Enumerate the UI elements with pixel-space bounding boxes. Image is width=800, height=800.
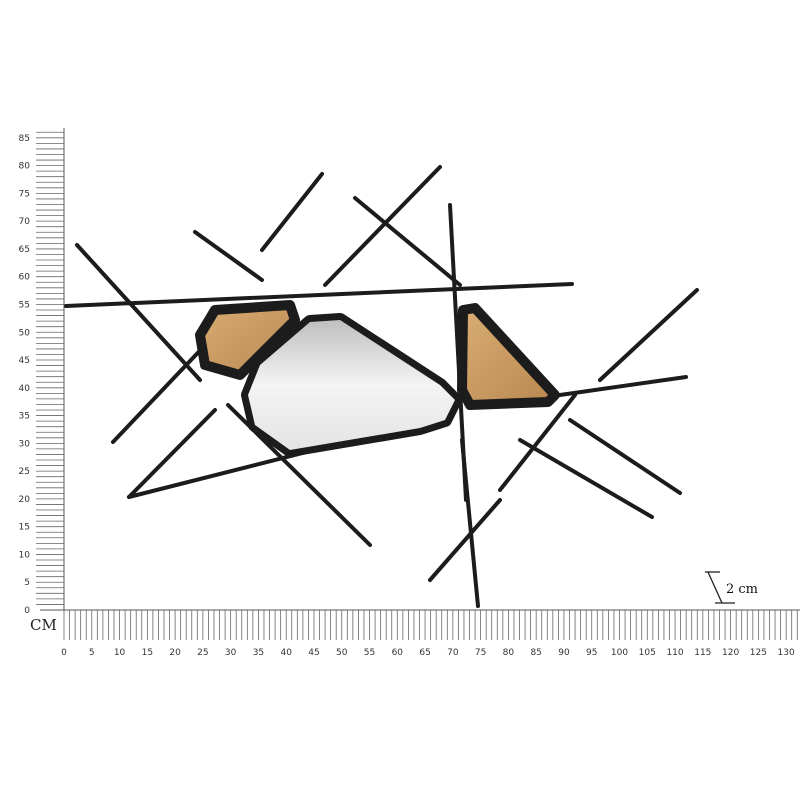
y-tick-label: 5 [24, 578, 30, 588]
x-tick-label: 110 [666, 648, 683, 658]
y-tick-label: 85 [19, 134, 30, 144]
x-tick-label: 125 [750, 648, 767, 658]
y-tick-label: 25 [19, 467, 30, 477]
x-tick-label: 85 [530, 648, 541, 658]
wood-panel-left [195, 300, 300, 380]
x-tick-label: 35 [253, 648, 264, 658]
y-tick-label: 30 [19, 439, 31, 449]
y-tick-label: 50 [19, 328, 31, 338]
x-tick-label: 50 [336, 648, 348, 658]
ruler: 0 5 10 15 20 25 30 35 40 45 50 55 60 65 70 75 80 85 0 5 10 1… [19, 128, 800, 658]
x-tick-label: 65 [419, 648, 430, 658]
x-tick-label: 120 [722, 648, 739, 658]
x-tick-label: 30 [225, 648, 237, 658]
x-tick-label: 70 [447, 648, 459, 658]
unit-label: CM [30, 616, 57, 634]
x-tick-label: 15 [142, 648, 153, 658]
depth-annotation: 2 cm [705, 571, 758, 604]
x-tick-label: 90 [558, 648, 570, 658]
y-tick-label: 75 [19, 189, 30, 199]
y-tick-label: 35 [19, 412, 30, 422]
x-tick-label: 45 [308, 648, 319, 658]
y-tick-label: 40 [19, 384, 31, 394]
x-tick-label: 100 [611, 648, 628, 658]
y-tick-label: 80 [19, 162, 31, 172]
y-tick-label: 0 [24, 606, 30, 616]
x-tick-label: 75 [475, 648, 486, 658]
y-tick-label: 70 [19, 217, 31, 227]
x-tick-label: 25 [197, 648, 208, 658]
y-tick-label: 60 [19, 273, 31, 283]
mirror-glass [248, 320, 455, 450]
x-tick-label: 55 [364, 648, 375, 658]
y-tick-label: 10 [19, 550, 31, 560]
y-tick-label: 65 [19, 245, 30, 255]
x-tick-label: 10 [114, 648, 126, 658]
x-tick-label: 40 [280, 648, 292, 658]
y-tick-label: 20 [19, 495, 31, 505]
x-tick-label: 115 [694, 648, 711, 658]
depth-label: 2 cm [726, 582, 758, 597]
x-tick-label: 105 [639, 648, 656, 658]
wall-mirror-sculpture [64, 165, 699, 608]
x-tick-label: 95 [586, 648, 597, 658]
y-tick-label: 55 [19, 300, 30, 310]
x-tick-label: 5 [89, 648, 95, 658]
x-tick-label: 0 [61, 648, 67, 658]
y-tick-label: 45 [19, 356, 30, 366]
y-tick-label: 15 [19, 523, 30, 533]
x-tick-label: 130 [778, 648, 795, 658]
wood-panel-right [457, 303, 560, 410]
x-tick-label: 20 [169, 648, 181, 658]
x-tick-label: 60 [392, 648, 404, 658]
x-tick-label: 80 [503, 648, 515, 658]
